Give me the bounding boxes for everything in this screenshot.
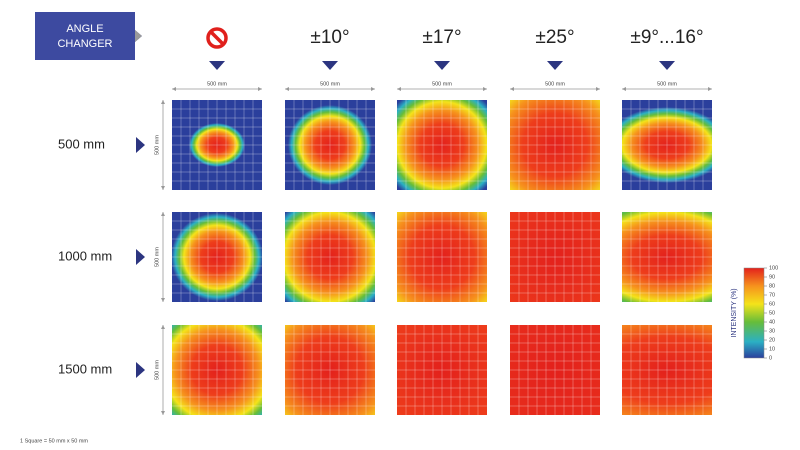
height-label: 500 mm	[154, 247, 160, 267]
arrow-head	[161, 411, 165, 415]
width-label: 500 mm	[207, 81, 227, 87]
row-arrow	[136, 137, 145, 153]
height-label: 500 mm	[154, 360, 160, 380]
row-label: 500 mm	[58, 136, 105, 151]
arrow-head	[161, 325, 165, 329]
column-header: ±25°	[535, 27, 574, 48]
width-label: 500 mm	[545, 81, 565, 87]
colorbar-title: INTENSITY (%)	[731, 288, 738, 337]
box-title-line: CHANGER	[57, 38, 112, 50]
down-arrow	[659, 61, 675, 70]
colorbar-tick-label: 60	[769, 301, 775, 307]
colorbar-tick-label: 0	[769, 355, 772, 361]
down-arrow	[322, 61, 338, 70]
arrow-head	[483, 87, 487, 91]
angle-changer-box	[35, 12, 142, 60]
arrow-head	[397, 87, 401, 91]
colorbar-tick-label: 40	[769, 319, 775, 325]
arrow-head	[258, 87, 262, 91]
colorbar-tick-label: 30	[769, 328, 775, 334]
no-angle-icon	[206, 27, 228, 49]
column-header: ±10°	[310, 27, 349, 48]
arrow-head	[172, 87, 176, 91]
arrow-head	[161, 298, 165, 302]
width-label: 500 mm	[657, 81, 677, 87]
down-arrow	[209, 61, 225, 70]
colorbar-tick-label: 20	[769, 337, 775, 343]
column-header: ±17°	[422, 27, 461, 48]
arrow-head	[708, 87, 712, 91]
width-label: 500 mm	[320, 81, 340, 87]
box-title-line: ANGLE	[66, 23, 103, 35]
down-arrow	[547, 61, 563, 70]
arrow-head	[371, 87, 375, 91]
colorbar-tick-label: 90	[769, 274, 775, 280]
row-arrow	[136, 249, 145, 265]
arrow-head	[161, 212, 165, 216]
row-label: 1000 mm	[58, 248, 112, 263]
colorbar-tick-label: 80	[769, 283, 775, 289]
row-label: 1500 mm	[58, 361, 112, 376]
arrow-head	[510, 87, 514, 91]
arrow-head	[622, 87, 626, 91]
row-arrow	[136, 362, 145, 378]
colorbar	[743, 267, 765, 359]
pointer	[135, 30, 142, 42]
arrow-head	[161, 100, 165, 104]
arrow-head	[161, 186, 165, 190]
colorbar-tick-label: 50	[769, 310, 775, 316]
column-header: ±9°...16°	[630, 27, 703, 48]
colorbar-tick-label: 70	[769, 292, 775, 298]
width-label: 500 mm	[432, 81, 452, 87]
footnote: 1 Square = 50 mm x 50 mm	[20, 438, 88, 444]
height-label: 500 mm	[154, 135, 160, 155]
down-arrow	[434, 61, 450, 70]
arrow-head	[596, 87, 600, 91]
colorbar-tick-label: 100	[769, 265, 778, 271]
arrow-head	[285, 87, 289, 91]
colorbar-tick-label: 10	[769, 346, 775, 352]
